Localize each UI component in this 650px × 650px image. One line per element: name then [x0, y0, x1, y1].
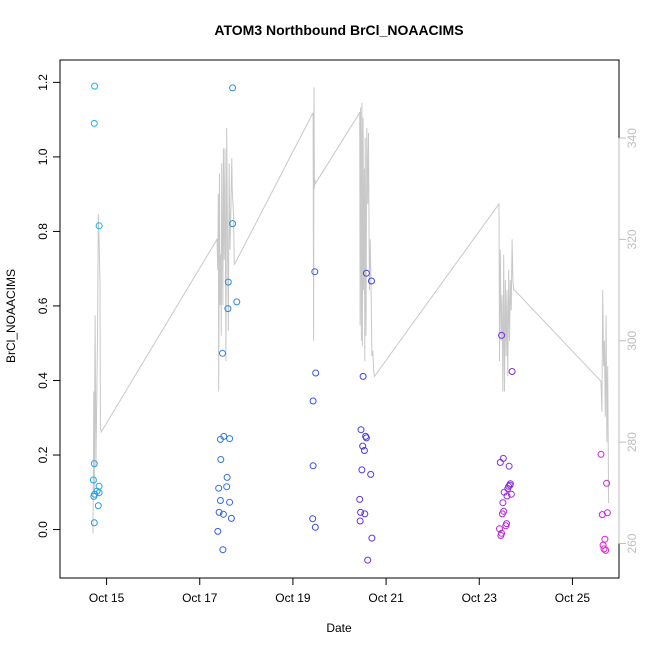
data-point — [223, 473, 231, 481]
x-tick-label: Oct 15 — [89, 591, 125, 605]
data-point — [90, 119, 98, 127]
data-point — [507, 490, 515, 498]
data-point — [229, 220, 237, 228]
data-point — [361, 510, 369, 518]
data-point — [233, 298, 241, 306]
data-point — [359, 442, 367, 450]
data-point — [89, 476, 97, 484]
data-point — [356, 495, 364, 503]
plot-area: Oct 15 Oct 17 Oct 19 Oct 21 Oct 23 Oct 25 0.0 0… — [36, 59, 639, 605]
data-point — [227, 514, 235, 522]
data-point — [229, 84, 237, 92]
data-point — [358, 466, 366, 474]
x-tick-label: Oct 21 — [368, 591, 404, 605]
data-point — [598, 511, 606, 519]
data-point — [602, 546, 610, 554]
data-point — [219, 349, 226, 357]
y2-tick-label: 300 — [625, 330, 639, 350]
data-point — [360, 447, 368, 454]
data-point — [216, 435, 224, 443]
data-point — [368, 534, 376, 542]
data-point — [90, 492, 98, 500]
data-point — [357, 426, 365, 434]
data-point — [223, 483, 231, 491]
data-point — [216, 497, 224, 504]
data-point — [309, 397, 317, 405]
data-point — [311, 268, 319, 276]
y-tick-label: 0.4 — [36, 372, 50, 389]
data-point — [503, 492, 511, 500]
data-point — [224, 278, 232, 286]
data-point — [496, 459, 504, 466]
data-point — [91, 82, 99, 90]
data-point — [215, 484, 223, 492]
data-point — [368, 277, 375, 285]
y2-tick-label: 320 — [625, 229, 639, 249]
x-tick-label: Oct 17 — [182, 591, 218, 605]
data-point — [508, 368, 516, 375]
data-point — [311, 523, 319, 531]
data-point — [217, 456, 225, 463]
data-point — [95, 489, 103, 497]
data-point — [498, 331, 506, 339]
data-point — [219, 510, 227, 518]
data-point — [219, 546, 227, 554]
data-point — [357, 508, 365, 516]
x-tick-label: Oct 25 — [555, 591, 591, 605]
data-point — [362, 434, 370, 442]
x-axis-label: Date — [326, 621, 352, 635]
data-point — [597, 450, 605, 458]
data-point — [496, 525, 503, 533]
data-point — [312, 369, 320, 377]
y-tick-label: 1.0 — [36, 148, 50, 165]
data-point — [504, 485, 512, 493]
y-tick-label: 0.0 — [36, 521, 50, 538]
y-tick-label: 0.2 — [36, 446, 50, 463]
x-tick-label: Oct 19 — [275, 591, 311, 605]
data-point — [603, 479, 611, 487]
data-point — [215, 508, 223, 516]
data-point — [600, 545, 608, 553]
series-line — [92, 87, 610, 534]
data-point — [94, 502, 102, 510]
data-point — [90, 519, 98, 527]
data-point — [362, 269, 370, 277]
data-point — [226, 498, 234, 506]
data-point — [499, 499, 507, 507]
y-tick-label: 0.6 — [36, 297, 50, 314]
y-tick-label: 0.8 — [36, 223, 50, 240]
data-point — [498, 510, 506, 518]
data-point — [505, 462, 513, 470]
data-point — [359, 372, 367, 380]
data-point — [224, 305, 232, 313]
data-point — [214, 527, 222, 535]
data-point — [367, 470, 375, 478]
data-point — [502, 522, 510, 530]
y-tick-label: 1.2 — [36, 74, 50, 91]
data-point — [90, 460, 98, 468]
data-point — [226, 435, 234, 443]
data-point — [309, 515, 317, 523]
y2-tick-label: 340 — [625, 128, 639, 148]
data-point — [356, 517, 364, 525]
y2-tick-label: 260 — [625, 533, 639, 553]
chart-title: ATOM3 Northbound BrCl_NOAACIMS — [214, 22, 463, 38]
y2-tick-label: 280 — [625, 432, 639, 452]
data-point — [497, 532, 505, 539]
data-point — [364, 556, 372, 564]
data-point — [309, 462, 317, 470]
x-tick-label: Oct 23 — [462, 591, 498, 605]
y-axis-label: BrCl_NOAACIMS — [4, 269, 18, 363]
data-point — [95, 222, 103, 230]
